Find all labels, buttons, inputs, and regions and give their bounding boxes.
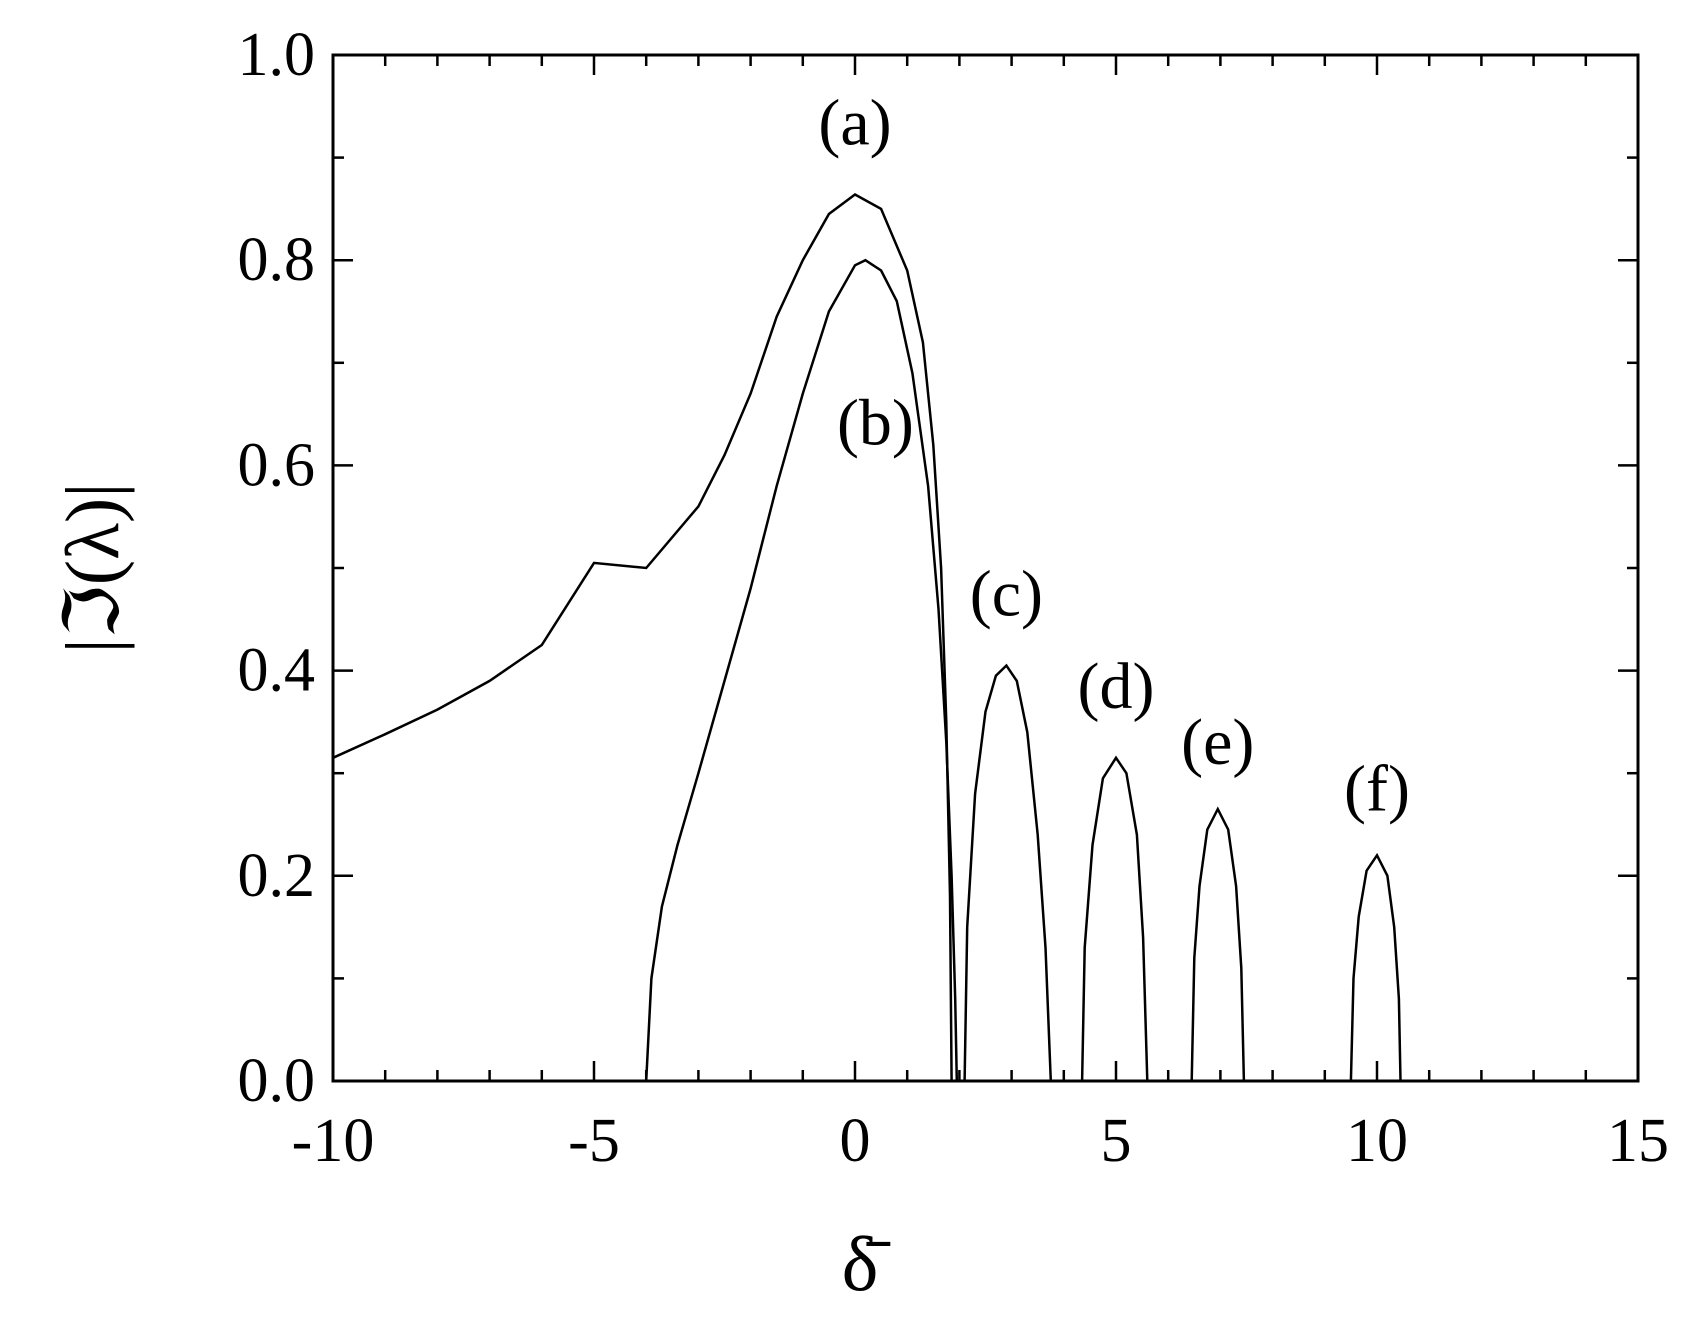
x-axis-label: δ̄: [842, 1220, 891, 1307]
curve-label: (b): [837, 386, 914, 459]
line: [1190, 806, 1246, 1082]
y-tick-label: 0.8: [238, 226, 316, 294]
curve-label: (c): [970, 557, 1043, 630]
line: [332, 193, 953, 1082]
curve-label: (a): [818, 87, 891, 160]
curve-label: (e): [1181, 706, 1254, 779]
x-tick-label: 0: [840, 1107, 871, 1175]
y-tick-label: 0.2: [238, 842, 316, 910]
line: [644, 258, 959, 1082]
x-tick-label: -5: [568, 1107, 620, 1175]
line: [1080, 755, 1149, 1082]
line: [1349, 852, 1402, 1082]
x-tick-label: -10: [292, 1107, 375, 1175]
line: [963, 663, 1053, 1082]
y-tick-label: 1.0: [238, 21, 316, 89]
x-tick-label: 5: [1101, 1107, 1132, 1175]
x-tick-label: 15: [1607, 1107, 1669, 1175]
y-axis-label: |ℑ(λ)|: [51, 483, 135, 654]
y-tick-label: 0.0: [238, 1047, 316, 1115]
curve-label: (d): [1078, 650, 1155, 723]
x-tick-label: 10: [1346, 1107, 1408, 1175]
y-tick-label: 0.4: [238, 637, 316, 705]
y-tick-label: 0.6: [238, 431, 316, 499]
curve-label: (f): [1344, 752, 1410, 825]
